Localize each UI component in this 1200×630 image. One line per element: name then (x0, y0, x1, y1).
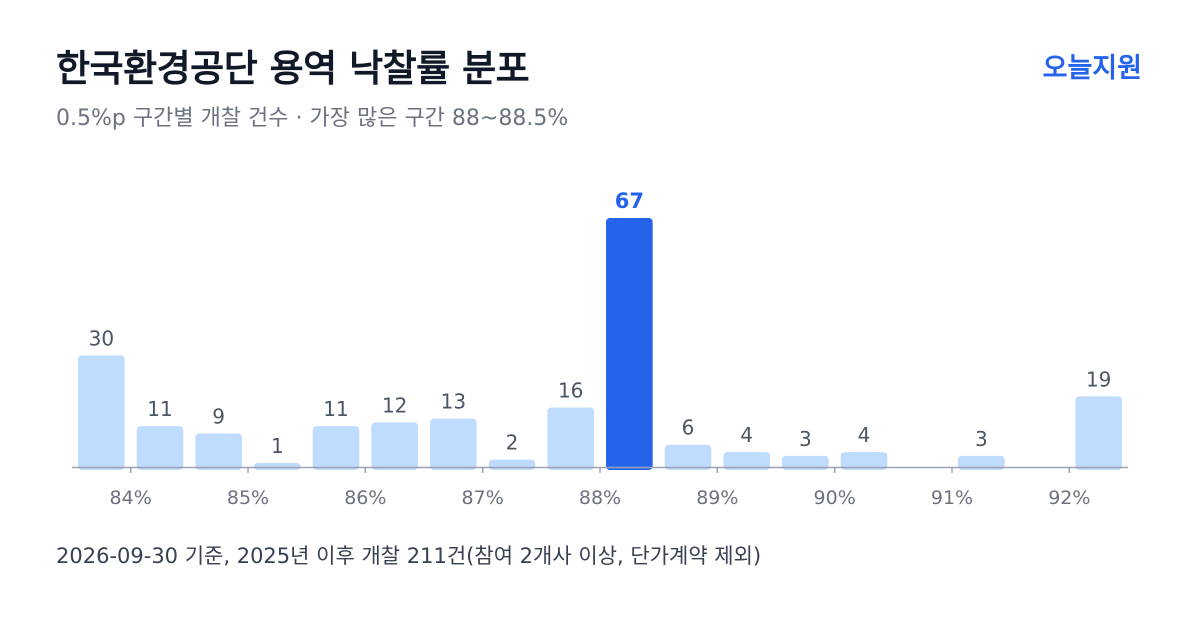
bar-value-label: 12 (382, 393, 407, 417)
histogram-bar (195, 433, 242, 470)
x-tick-label: 85% (227, 487, 269, 509)
histogram-bar (958, 455, 1005, 470)
histogram-bar (254, 463, 301, 470)
x-tick-label: 91% (931, 487, 973, 509)
x-tick-label: 90% (814, 487, 856, 509)
histogram-bar (430, 418, 477, 470)
bar-value-label: 3 (975, 427, 988, 451)
brand-logo: 오늘지원 (1042, 53, 1142, 84)
bar-value-label: 4 (858, 423, 871, 447)
x-tick-label: 86% (344, 487, 386, 509)
x-ticks-layer: 84% 85% 86% 87% 88% 89% 90% 91% 92% (110, 467, 1090, 509)
bar-value-label: 30 (89, 327, 114, 351)
histogram-bar (840, 452, 888, 470)
bar-value-label: 19 (1086, 367, 1111, 391)
histogram-bar (782, 455, 829, 470)
bar-value-label: 1 (271, 434, 284, 458)
bar-value-label: 11 (147, 397, 172, 421)
histogram-bar (723, 452, 770, 470)
x-tick-label: 89% (696, 487, 738, 509)
bar-value-label: 67 (615, 189, 644, 213)
histogram-bar (1075, 396, 1122, 470)
x-tick-label: 87% (462, 487, 504, 509)
histogram-bar (547, 407, 594, 470)
bar-value-label: 3 (799, 427, 812, 451)
bar-value-label: 2 (506, 431, 519, 455)
bar-value-label: 13 (441, 390, 466, 414)
x-tick-label: 88% (579, 487, 621, 509)
histogram-bar (371, 422, 418, 470)
bar-value-label: 4 (740, 423, 753, 447)
histogram-bar (606, 218, 653, 470)
bar-value-label: 11 (323, 397, 348, 421)
bar-value-label: 16 (558, 379, 583, 403)
histogram-bar (664, 444, 712, 470)
histogram-bar (136, 426, 184, 470)
x-tick-label: 92% (1048, 487, 1090, 509)
bars-layer (78, 218, 1122, 470)
histogram-bar (312, 426, 360, 470)
histogram-bar (488, 459, 536, 470)
chart-title: 한국환경공단 용역 낙찰률 분포 (56, 47, 530, 90)
x-tick-label: 84% (110, 487, 152, 509)
bar-value-label: 9 (212, 405, 225, 429)
histogram-bar (78, 355, 125, 470)
chart-subtitle: 0.5%p 구간별 개찰 건수 · 가장 많은 구간 88~88.5% (56, 106, 569, 131)
footnote: 2026-09-30 기준, 2025년 이후 개찰 211건(참여 2개사 이… (56, 544, 762, 568)
bar-value-label: 6 (682, 416, 695, 440)
